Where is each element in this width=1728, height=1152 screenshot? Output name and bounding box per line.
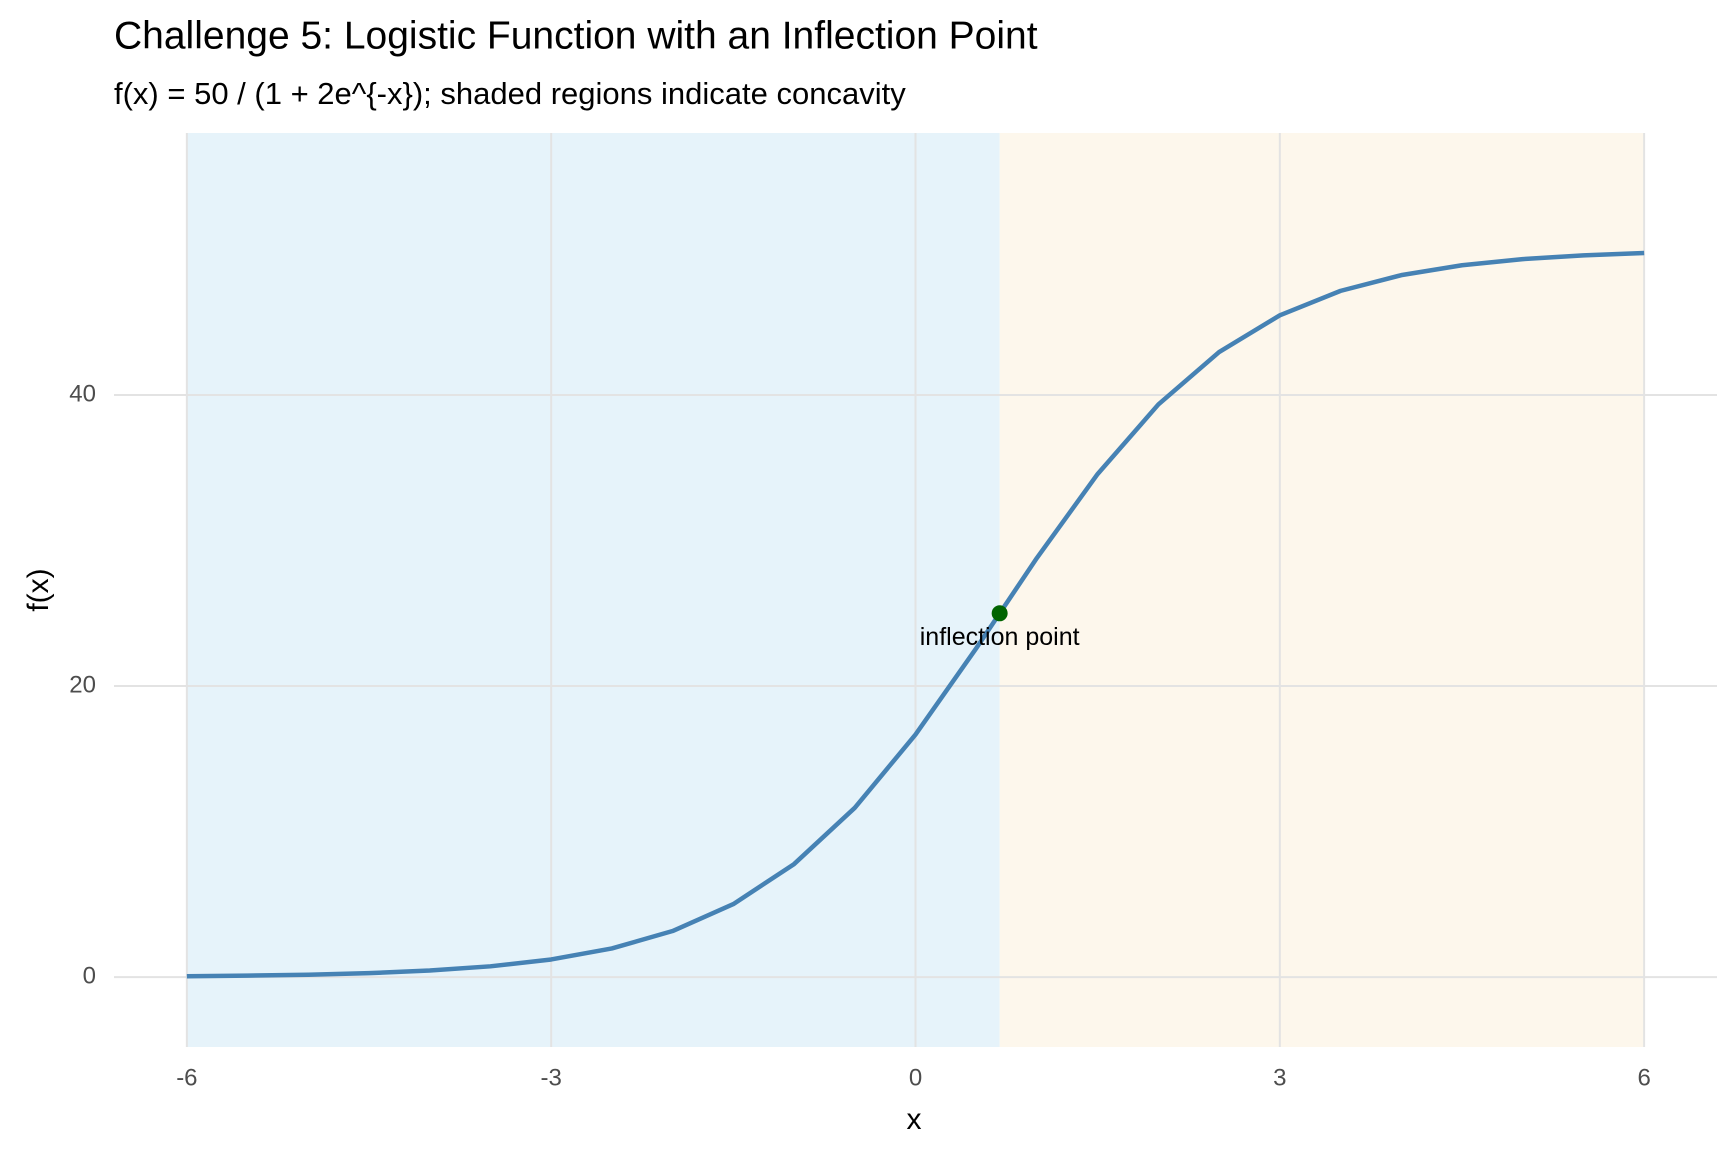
x-tick-label: 0 xyxy=(909,1064,922,1091)
x-tick-label: 3 xyxy=(1273,1064,1286,1091)
x-tick-label: -6 xyxy=(176,1064,197,1091)
y-tick-label: 0 xyxy=(83,962,96,989)
annotation-label: inflection point xyxy=(920,623,1080,651)
x-tick-label: -3 xyxy=(541,1064,562,1091)
x-axis-title: x xyxy=(907,1103,922,1136)
x-tick-label: 6 xyxy=(1637,1064,1650,1091)
chart-subtitle: f(x) = 50 / (1 + 2e^{-x}); shaded region… xyxy=(114,76,906,111)
shaded-region xyxy=(186,133,1000,1047)
y-axis-title: f(x) xyxy=(22,568,55,611)
y-tick-label: 20 xyxy=(69,671,96,698)
shaded-region xyxy=(999,133,1645,1047)
chart-title: Challenge 5: Logistic Function with an I… xyxy=(114,14,1038,57)
curve xyxy=(186,250,1645,979)
y-tick-label: 40 xyxy=(69,380,96,407)
inflection-point xyxy=(991,605,1008,622)
